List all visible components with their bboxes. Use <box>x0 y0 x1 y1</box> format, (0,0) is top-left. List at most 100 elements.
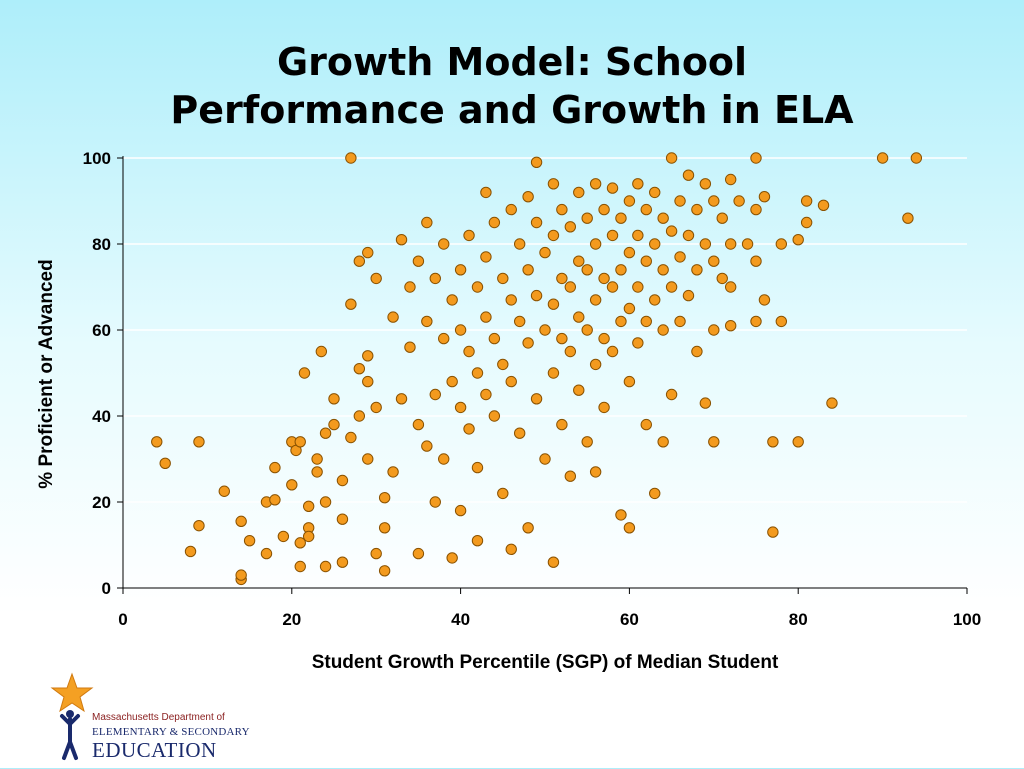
data-point <box>497 358 509 371</box>
data-point <box>657 436 669 448</box>
data-point <box>657 212 669 224</box>
data-point <box>640 255 652 267</box>
data-point <box>682 169 695 181</box>
data-point <box>606 281 619 293</box>
data-point <box>632 337 644 349</box>
data-point <box>302 530 315 543</box>
data-point <box>665 152 678 164</box>
data-point <box>539 453 551 465</box>
data-point <box>151 436 163 448</box>
data-point <box>657 264 669 276</box>
data-point <box>623 246 636 259</box>
data-point <box>589 294 602 306</box>
data-point <box>581 436 593 448</box>
data-point <box>724 281 737 293</box>
data-point <box>294 537 306 549</box>
data-point <box>564 470 577 482</box>
data-point <box>404 341 416 353</box>
data-point <box>260 547 273 560</box>
data-point <box>792 436 804 448</box>
data-point <box>319 560 332 573</box>
data-point <box>775 238 788 250</box>
data-point <box>387 311 399 323</box>
data-point <box>665 225 678 237</box>
y-tick-label: 100 <box>83 149 111 168</box>
data-point <box>615 212 627 224</box>
data-point <box>480 186 492 199</box>
data-point <box>716 212 728 224</box>
ese-logo: Massachusetts Department of ELEMENTARY &… <box>50 672 250 764</box>
data-point <box>235 569 247 581</box>
data-point <box>547 298 560 310</box>
data-point <box>632 178 644 190</box>
data-point <box>395 234 408 246</box>
data-point <box>708 324 720 336</box>
data-point <box>378 522 391 534</box>
data-point <box>665 388 678 401</box>
data-point <box>429 272 441 285</box>
data-point <box>302 500 315 512</box>
data-point <box>800 216 813 229</box>
data-point <box>589 358 602 371</box>
data-point <box>522 191 534 203</box>
data-point <box>649 294 661 306</box>
data-point <box>564 221 577 233</box>
data-point <box>573 384 585 396</box>
data-point <box>649 238 661 250</box>
data-point <box>513 427 526 439</box>
data-point <box>454 401 467 414</box>
data-point <box>741 238 754 250</box>
data-point <box>691 203 703 216</box>
data-point <box>581 264 593 276</box>
data-point <box>319 496 332 508</box>
data-point <box>497 272 509 285</box>
data-point <box>539 246 551 259</box>
data-point <box>615 315 627 328</box>
data-point <box>716 272 728 285</box>
data-point <box>657 324 669 336</box>
data-point <box>480 311 492 323</box>
data-point <box>623 302 636 315</box>
data-point <box>767 436 779 448</box>
data-point <box>640 203 652 216</box>
data-point <box>463 229 475 242</box>
data-point <box>556 418 568 431</box>
data-point <box>615 509 627 521</box>
data-point <box>353 363 366 375</box>
data-point <box>665 281 678 293</box>
data-point <box>471 281 484 293</box>
data-point <box>193 436 205 448</box>
data-point <box>775 315 788 328</box>
data-point <box>530 156 543 169</box>
data-point <box>598 272 610 285</box>
data-point <box>758 294 771 306</box>
data-point <box>387 466 399 478</box>
data-point <box>623 375 636 388</box>
data-point <box>649 487 661 500</box>
data-point <box>412 418 425 431</box>
data-point <box>336 556 349 568</box>
data-point <box>328 393 340 405</box>
data-point <box>598 203 610 216</box>
data-point <box>471 535 484 547</box>
x-tick-label: 60 <box>620 610 639 629</box>
data-point <box>336 474 349 487</box>
data-point <box>513 238 526 250</box>
data-point <box>640 315 652 328</box>
data-point <box>395 393 408 405</box>
data-point <box>539 324 551 336</box>
data-point <box>438 453 450 465</box>
data-point <box>750 255 762 267</box>
slide-title-line2: Performance and Growth in ELA <box>170 88 854 132</box>
data-point <box>454 324 467 336</box>
data-point <box>362 350 374 362</box>
data-point <box>573 311 585 323</box>
data-point <box>336 513 349 525</box>
x-axis-title: Student Growth Percentile (SGP) of Media… <box>312 652 779 673</box>
data-point <box>243 535 256 547</box>
data-point <box>682 289 695 302</box>
data-point <box>421 440 433 452</box>
data-point <box>573 255 585 267</box>
data-point <box>708 255 720 267</box>
